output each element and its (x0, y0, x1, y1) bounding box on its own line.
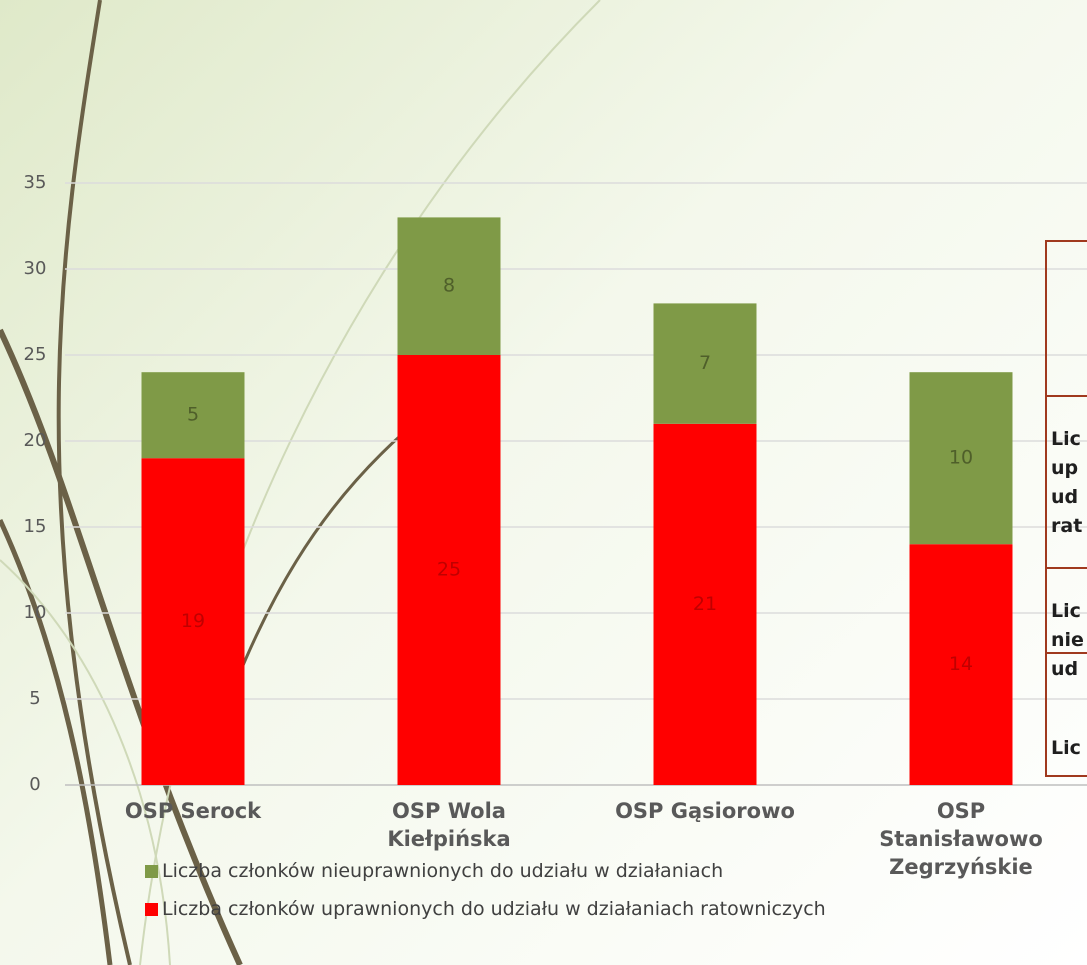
bar-segment (141, 372, 245, 459)
legend-swatch (145, 865, 158, 878)
table-cell: Lic nie ud (1045, 567, 1087, 680)
bar-segment (653, 303, 757, 424)
bar-segment (909, 372, 1013, 545)
cell-text: nie (1051, 629, 1084, 651)
cell-text: ud (1051, 658, 1079, 680)
cell-text: ud (1051, 486, 1079, 508)
y-tick-label: 35 (24, 172, 47, 193)
data-label: 8 (443, 275, 455, 297)
bar-segment (141, 458, 245, 785)
legend-swatch (145, 903, 158, 916)
x-tick-label: OSP Serock (124, 799, 262, 823)
y-tick-label: 5 (29, 688, 40, 709)
legend-entry: Liczba członków uprawnionych do udziału … (145, 898, 826, 920)
data-label: 5 (187, 404, 199, 426)
y-tick-label: 0 (29, 774, 40, 795)
x-tick-label: OSP Wola Kiełpińska (387, 799, 511, 851)
decoration (0, 0, 601, 965)
y-tick-label: 20 (24, 430, 47, 451)
data-label: 21 (693, 593, 717, 615)
legend-label: Liczba członków uprawnionych do udziału … (162, 898, 826, 920)
data-label: 14 (949, 653, 973, 675)
cell-text: Lic (1051, 600, 1081, 622)
cell-text: Lic (1051, 737, 1081, 759)
y-tick-label: 10 (24, 602, 47, 623)
table-cell: Lic up ud rat (1045, 395, 1087, 569)
data-label: 19 (181, 610, 205, 632)
cell-text: up (1051, 457, 1079, 479)
y-tick-label: 25 (24, 344, 47, 365)
legend-entry: Liczba członków nieuprawnionych do udzia… (145, 860, 723, 882)
cell-text: rat (1051, 515, 1083, 537)
table-cell: Lic (1045, 652, 1087, 777)
bar-segment (653, 423, 757, 785)
legend-label: Liczba członków nieuprawnionych do udzia… (162, 860, 724, 882)
data-label: 25 (437, 559, 461, 581)
cell-text: Lic (1051, 428, 1081, 450)
x-tick-label: OSP Gąsiorowo (615, 799, 795, 823)
y-tick-label: 15 (24, 516, 47, 537)
data-label: 10 (949, 447, 973, 469)
data-label: 7 (699, 352, 711, 374)
bar-segment (909, 544, 1013, 785)
y-tick-label: 30 (24, 258, 47, 279)
x-tick-label: OSP Stanisławowo Zegrzyńskie (879, 799, 1043, 879)
bar-segment (397, 355, 501, 785)
table-cell (1045, 240, 1087, 397)
bar-segment (397, 217, 501, 355)
